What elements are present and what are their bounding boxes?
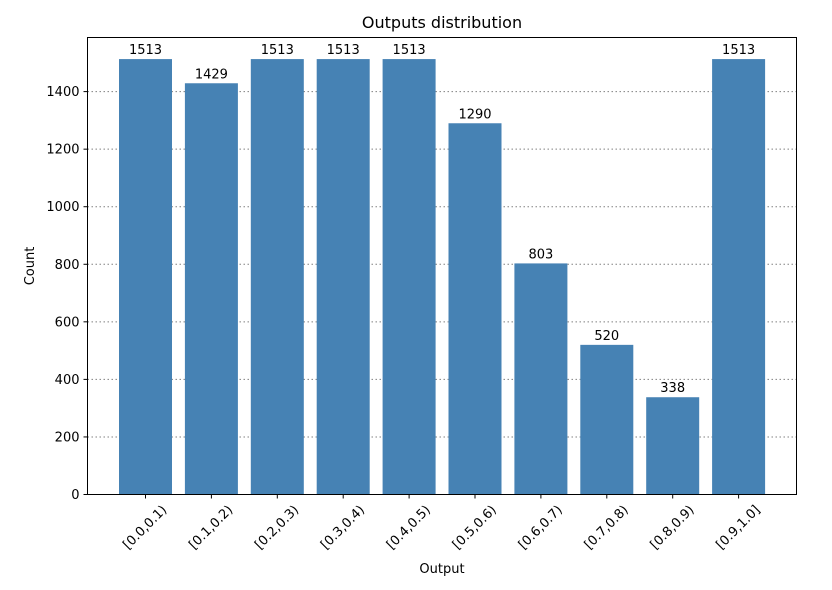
bar bbox=[514, 263, 568, 495]
data-label: 1513 bbox=[327, 43, 360, 58]
y-tick-label: 1200 bbox=[46, 143, 79, 158]
x-tick-label: [0.1,0.2) bbox=[186, 503, 236, 553]
y-tick-label: 1400 bbox=[46, 85, 79, 100]
y-tick-label: 200 bbox=[55, 430, 80, 445]
data-label: 338 bbox=[660, 381, 685, 396]
x-tick-label: [0.2,0.3) bbox=[252, 503, 302, 553]
data-label: 1429 bbox=[195, 67, 228, 82]
x-tick-label: [0.4,0.5) bbox=[384, 503, 434, 553]
x-tick-label: [0.7,0.8) bbox=[582, 503, 632, 553]
data-label: 1513 bbox=[261, 43, 294, 58]
x-tick-label: [0.0,0.1) bbox=[120, 503, 170, 553]
x-tick-label: [0.8,0.9) bbox=[648, 503, 698, 553]
x-axis-label: Output bbox=[419, 562, 464, 577]
bar bbox=[580, 344, 634, 495]
data-label: 1513 bbox=[129, 43, 162, 58]
data-label: 1513 bbox=[393, 43, 426, 58]
data-label: 803 bbox=[528, 247, 553, 262]
x-tick-label: [0.5,0.6) bbox=[450, 503, 500, 553]
y-tick-label: 800 bbox=[55, 258, 80, 273]
y-axis: 0 200 400 600 800 1000 1200 1400 bbox=[46, 85, 88, 503]
bar bbox=[646, 397, 700, 495]
y-tick-label: 600 bbox=[55, 315, 80, 330]
x-tick-label: [0.6,0.7) bbox=[516, 503, 566, 553]
chart-title: Outputs distribution bbox=[362, 13, 522, 32]
bar bbox=[184, 83, 238, 495]
bar bbox=[250, 59, 304, 495]
data-label: 1290 bbox=[458, 107, 491, 122]
y-tick-label: 1000 bbox=[46, 200, 79, 215]
data-labels: 1513 1429 1513 1513 1513 1290 803 520 338 1513 bbox=[129, 43, 755, 396]
y-axis-label: Count bbox=[23, 247, 38, 286]
bar bbox=[382, 59, 436, 495]
x-axis: [0.0,0.1) [0.1,0.2) [0.2,0.3) [0.3,0.4) [0.4… bbox=[120, 494, 763, 553]
x-tick-label: [0.3,0.4) bbox=[318, 503, 368, 553]
data-label: 520 bbox=[594, 329, 619, 344]
bars bbox=[119, 59, 766, 495]
bar bbox=[119, 59, 172, 495]
bar bbox=[712, 59, 766, 495]
bar bbox=[316, 59, 370, 495]
y-tick-label: 400 bbox=[55, 373, 80, 388]
bar bbox=[448, 123, 502, 495]
x-tick-label: [0.9,1.0] bbox=[713, 503, 763, 553]
data-label: 1513 bbox=[722, 43, 755, 58]
y-tick-label: 0 bbox=[71, 488, 79, 503]
plot-frame bbox=[87, 37, 797, 495]
